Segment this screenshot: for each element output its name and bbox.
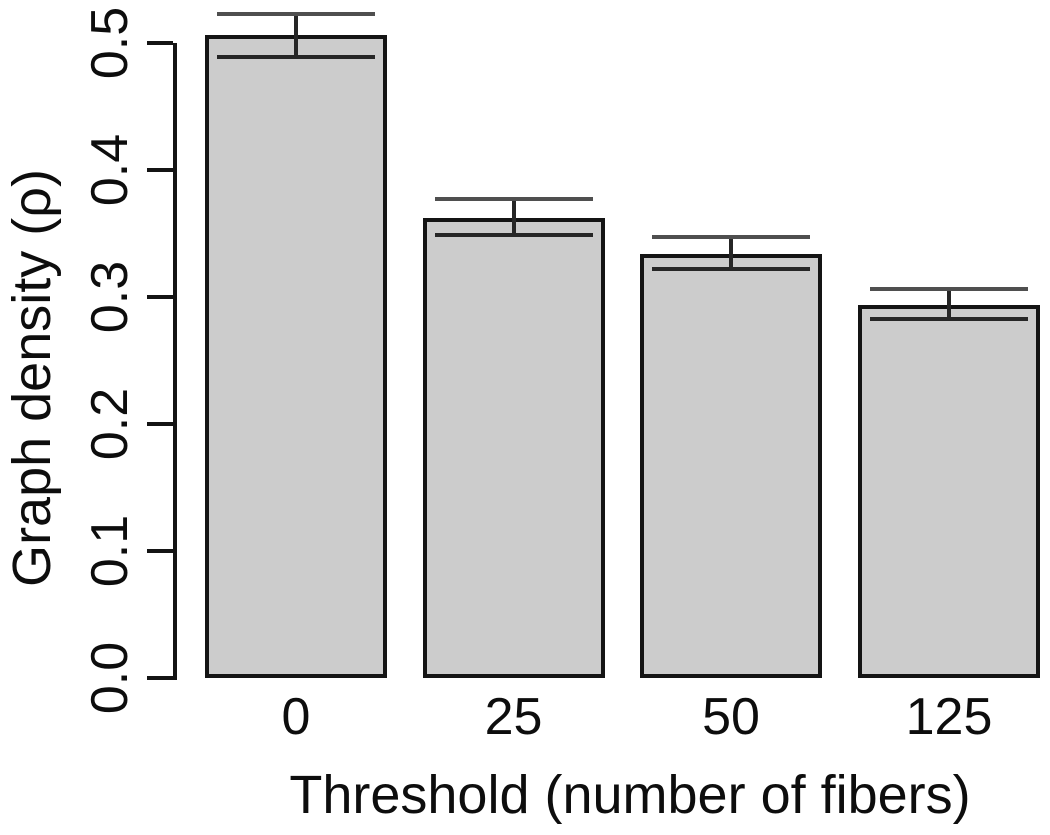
y-axis-tick	[147, 295, 173, 299]
bar	[422, 218, 605, 678]
y-axis-tick	[147, 422, 173, 426]
error-bar-line	[511, 199, 516, 235]
error-bar-lower-cap	[217, 54, 375, 59]
x-axis-tick-label: 25	[484, 688, 543, 746]
x-axis-tick-label: 50	[702, 688, 760, 746]
y-axis-tick-label: 0.4	[81, 133, 139, 207]
y-axis-tick	[147, 168, 173, 172]
y-axis-tick	[147, 41, 173, 45]
bar	[205, 35, 387, 678]
y-axis-tick-label: 0.3	[81, 260, 139, 334]
y-axis-tick-label: 0.0	[81, 641, 139, 715]
error-bar-upper-cap	[870, 287, 1028, 292]
x-axis-title: Threshold (number of fibers)	[289, 765, 971, 825]
y-axis-title: Graph density (ρ)	[2, 169, 62, 587]
error-bar-lower-cap	[434, 232, 593, 237]
y-axis-tick	[147, 676, 173, 680]
y-axis-tick	[147, 549, 173, 553]
error-bar-upper-cap	[434, 197, 593, 202]
error-bar-line	[729, 237, 733, 270]
error-bar-lower-cap	[652, 267, 810, 272]
y-axis-tick-label: 0.2	[81, 387, 139, 461]
y-axis-line	[173, 43, 177, 680]
bar	[640, 253, 822, 678]
x-axis-tick-label: 0	[281, 688, 311, 746]
error-bar-upper-cap	[217, 11, 375, 16]
x-axis-tick-label: 125	[905, 688, 993, 746]
error-bar-line	[947, 289, 951, 319]
error-bar-lower-cap	[870, 316, 1028, 321]
error-bar-upper-cap	[652, 235, 810, 240]
bar	[858, 304, 1040, 678]
y-axis-tick-label: 0.5	[81, 6, 139, 80]
error-bar-line	[294, 13, 298, 57]
y-axis-tick-label: 0.1	[81, 514, 139, 588]
